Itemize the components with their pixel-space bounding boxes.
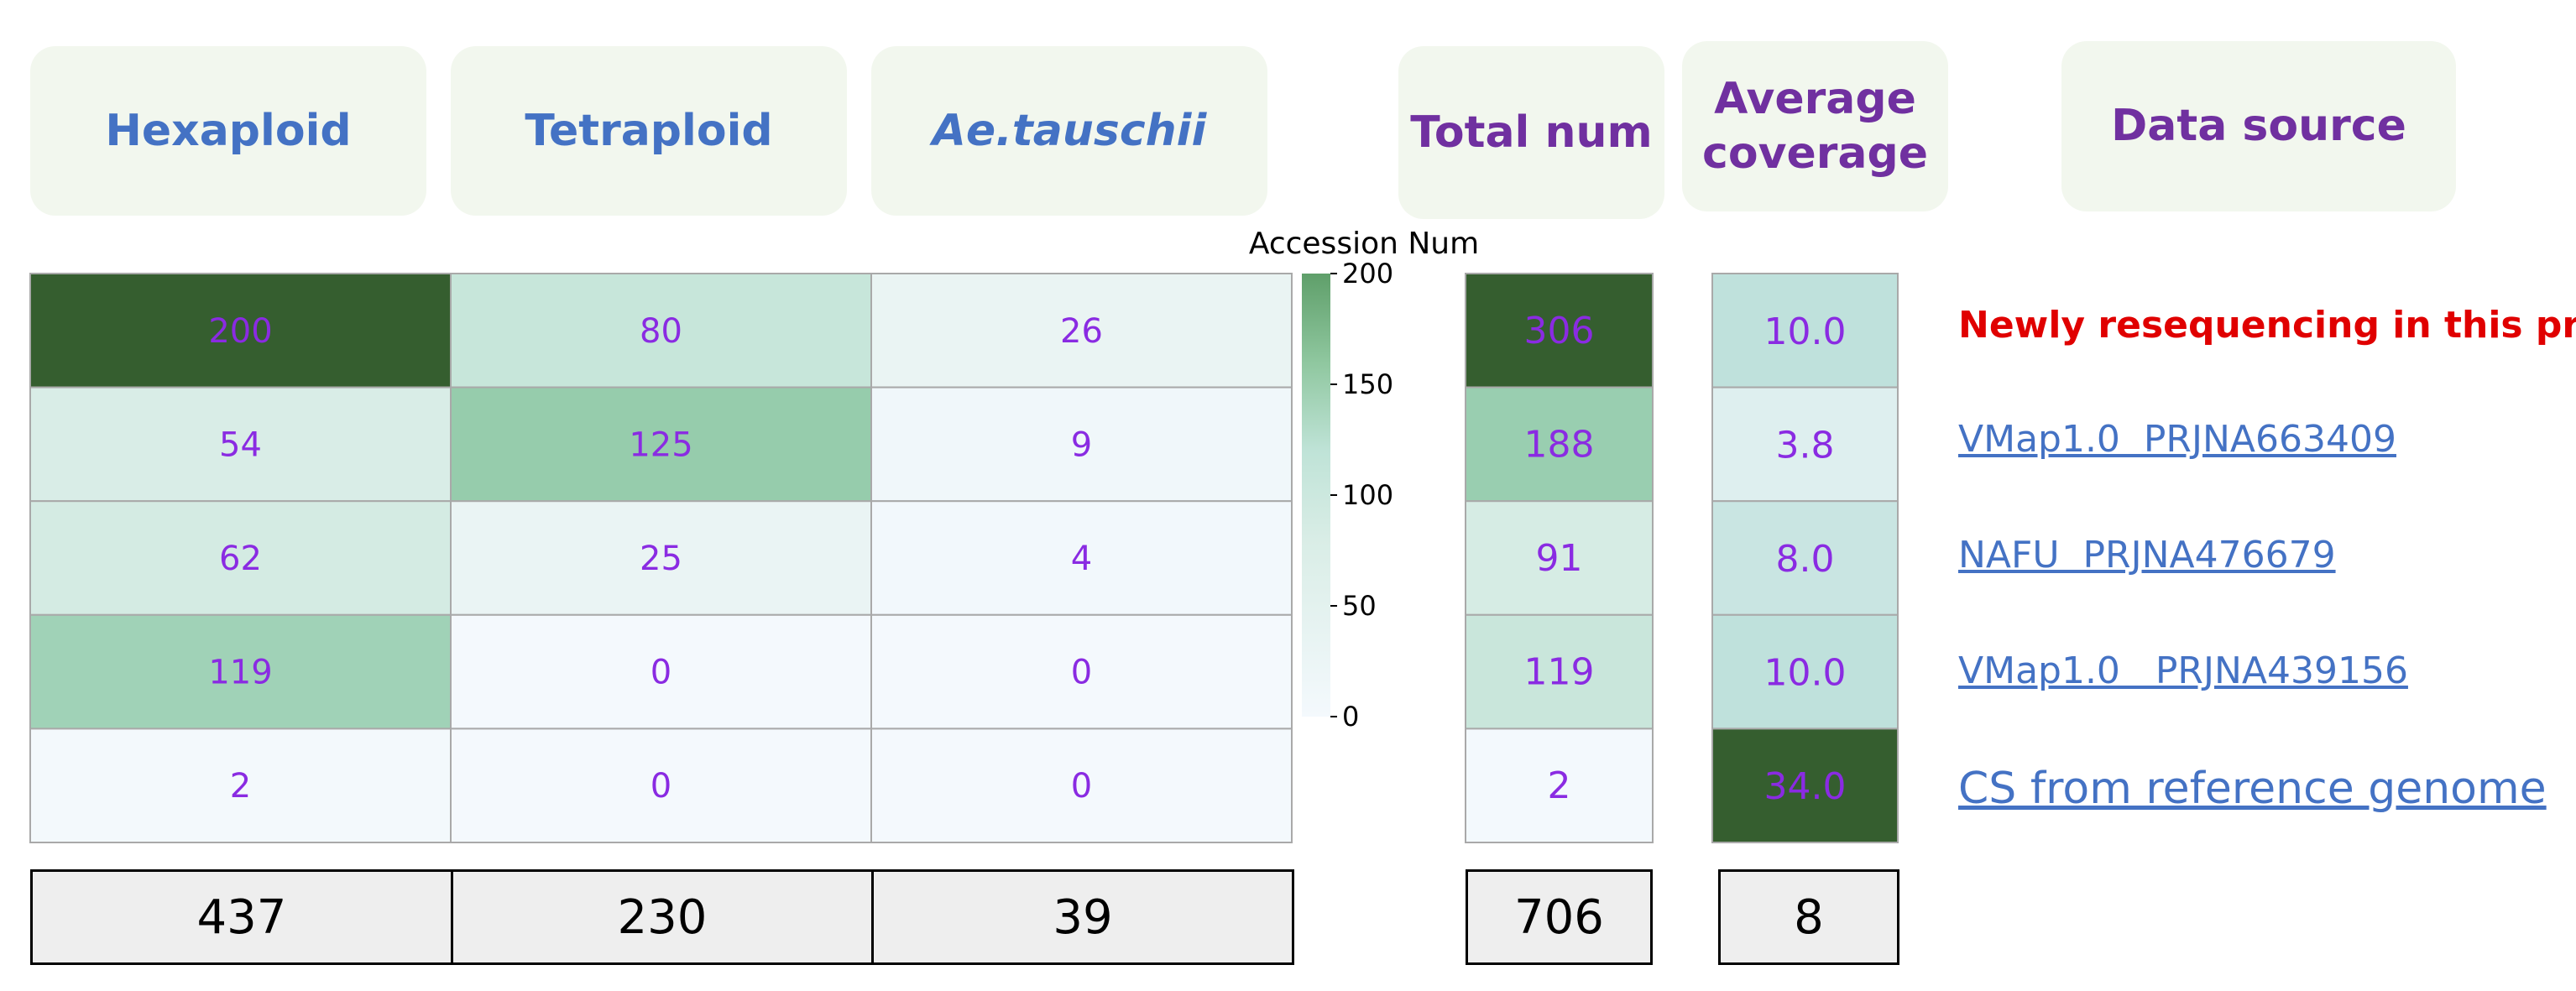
colorbar-title: Accession Num xyxy=(1249,227,1479,261)
total-value-0: 306 xyxy=(1524,310,1595,352)
header-tetraploid: Tetraploid xyxy=(451,46,847,216)
heatmap-value-hexaploid-4: 2 xyxy=(230,767,251,806)
colorbar-label-0: 0 xyxy=(1342,701,1359,733)
average-cell-4 xyxy=(1711,728,1899,844)
summary-row: 437 230 39 xyxy=(30,869,1294,965)
heatmap-cell-aetauschii-0 xyxy=(870,273,1293,389)
heatmap-cell-tetraploid-1 xyxy=(450,386,872,503)
heatmap-value-tetraploid-3: 0 xyxy=(651,654,671,692)
heatmap-cell-aetauschii-3 xyxy=(870,613,1293,730)
header-average-coverage: Average coverage xyxy=(1682,41,1948,211)
heatmap-cell-hexaploid-2 xyxy=(29,500,452,616)
data-source-link-4[interactable]: CS from reference genome xyxy=(1958,764,2547,814)
total-cell-0 xyxy=(1465,273,1654,389)
heatmap-value-tetraploid-4: 0 xyxy=(651,767,671,806)
colorbar-gradient xyxy=(1302,274,1330,717)
heatmap-value-tetraploid-2: 25 xyxy=(640,540,682,578)
heatmap-cell-tetraploid-2 xyxy=(450,500,872,616)
heatmap-value-aetauschii-0: 26 xyxy=(1060,312,1103,351)
heatmap-value-tetraploid-0: 80 xyxy=(640,312,682,351)
heatmap-cell-tetraploid-3 xyxy=(450,613,872,730)
total-column: 306 188 91 119 2 xyxy=(1465,273,1654,844)
summary-total: 706 xyxy=(1466,869,1653,965)
heatmap-cell-aetauschii-1 xyxy=(870,386,1293,503)
heatmap-cell-tetraploid-4 xyxy=(450,728,872,844)
total-value-2: 91 xyxy=(1536,537,1583,580)
total-cell-4 xyxy=(1465,728,1654,844)
heatmap-value-hexaploid-3: 119 xyxy=(208,654,272,692)
total-cell-3 xyxy=(1465,613,1654,730)
average-value-0: 10.0 xyxy=(1764,310,1847,353)
heatmap-cell-aetauschii-2 xyxy=(870,500,1293,616)
average-value-3: 10.0 xyxy=(1764,652,1847,695)
data-source-new: Newly resequencing in this project xyxy=(1958,304,2576,347)
heatmap-value-hexaploid-1: 54 xyxy=(219,425,262,464)
heatmap-cell-hexaploid-0 xyxy=(29,273,452,389)
summary-hexaploid: 437 xyxy=(33,872,453,962)
heatmap-value-aetauschii-1: 9 xyxy=(1071,425,1092,464)
average-coverage-column: 10.0 3.8 8.0 10.0 34.0 xyxy=(1711,273,1899,844)
heatmap-value-aetauschii-4: 0 xyxy=(1071,767,1092,806)
header-hexaploid: Hexaploid xyxy=(30,46,426,216)
heatmap-value-hexaploid-2: 62 xyxy=(219,540,262,578)
average-cell-3 xyxy=(1711,613,1899,730)
average-cell-1 xyxy=(1711,386,1899,503)
header-aetauschii: Ae.tauschii xyxy=(871,46,1267,216)
average-cell-0 xyxy=(1711,273,1899,389)
heatmap-value-tetraploid-1: 125 xyxy=(629,425,692,464)
total-value-1: 188 xyxy=(1524,423,1595,466)
total-cell-2 xyxy=(1465,500,1654,616)
data-source-link-1[interactable]: VMap1.0 PRJNA663409 xyxy=(1958,418,2396,461)
total-cell-1 xyxy=(1465,386,1654,503)
colorbar-label-200: 200 xyxy=(1342,258,1393,289)
average-value-4: 34.0 xyxy=(1764,765,1847,808)
heatmap-value-aetauschii-3: 0 xyxy=(1071,654,1092,692)
heatmap-cell-hexaploid-3 xyxy=(29,613,452,730)
average-value-1: 3.8 xyxy=(1776,424,1835,467)
heatmap-cell-aetauschii-4 xyxy=(870,728,1293,844)
heatmap-value-hexaploid-0: 200 xyxy=(208,312,272,351)
data-source-link-3[interactable]: VMap1.0 PRJNA439156 xyxy=(1958,649,2408,692)
header-total-num: Total num xyxy=(1398,46,1664,219)
summary-aetauschii: 39 xyxy=(1053,889,1113,945)
average-value-2: 8.0 xyxy=(1776,538,1835,581)
colorbar-label-50: 50 xyxy=(1342,590,1377,622)
heatmap-cell-hexaploid-1 xyxy=(29,386,452,503)
heatmap-cell-hexaploid-4 xyxy=(29,728,452,844)
data-source-link-2[interactable]: NAFU PRJNA476679 xyxy=(1958,534,2336,576)
colorbar-label-150: 150 xyxy=(1342,368,1393,400)
header-data-source: Data source xyxy=(2061,41,2456,211)
summary-tetraploid: 230 xyxy=(453,872,874,962)
colorbar-label-100: 100 xyxy=(1342,479,1393,511)
heatmap-value-aetauschii-2: 4 xyxy=(1071,540,1092,578)
colorbar: Accession Num 0 50 100 150 200 xyxy=(1249,227,1479,733)
total-value-3: 119 xyxy=(1524,651,1595,694)
total-value-4: 2 xyxy=(1548,764,1571,807)
summary-average: 8 xyxy=(1718,869,1899,965)
